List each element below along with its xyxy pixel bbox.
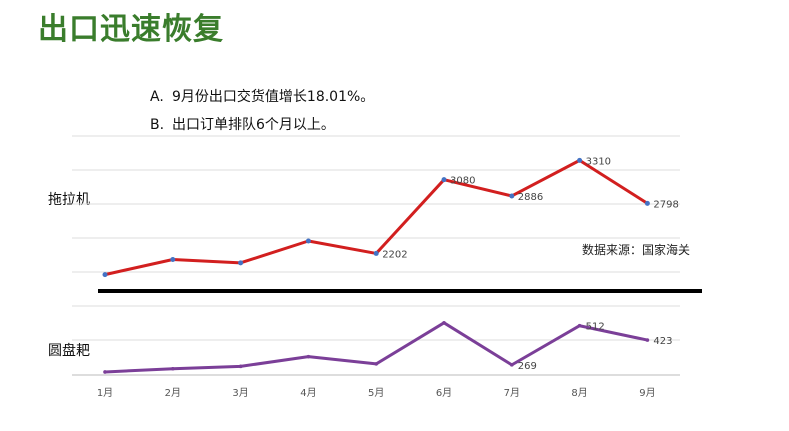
data-point <box>442 321 446 325</box>
data-point <box>102 272 108 278</box>
x-axis-ticks: 1月 2月 3月 4月 5月 6月 7月 8月 9月 <box>97 387 656 399</box>
data-point <box>238 364 243 369</box>
data-point <box>509 193 515 199</box>
data-point <box>441 177 447 183</box>
data-point <box>171 366 175 371</box>
data-point <box>305 238 311 244</box>
data-label: 2202 <box>382 249 407 260</box>
bullet-marker: A. <box>150 89 164 105</box>
data-point <box>374 362 379 366</box>
x-tick-label: 2月 <box>165 387 181 399</box>
data-point <box>644 200 650 206</box>
x-tick-label: 8月 <box>571 387 587 399</box>
data-point <box>373 250 379 256</box>
data-label: 269 <box>518 361 537 372</box>
x-tick-label: 5月 <box>368 387 384 399</box>
data-point <box>645 338 650 342</box>
bullet-text: 出口订单排队6个月以上。 <box>172 117 335 133</box>
series-layer: 2202 3080 2886 3310 2798 269 512 423 <box>102 156 679 374</box>
bullet-list: A. 9月份出口交货值增长18.01%。 B. 出口订单排队6个月以上。 <box>150 86 374 142</box>
bullet-item: B. 出口订单排队6个月以上。 <box>150 114 374 142</box>
data-label: 3310 <box>586 156 611 167</box>
data-label: 423 <box>653 336 672 347</box>
data-point <box>306 354 311 359</box>
x-tick-label: 7月 <box>504 387 520 399</box>
gridlines <box>72 135 680 376</box>
data-point <box>510 363 514 367</box>
data-label: 3080 <box>450 176 475 187</box>
bullet-text: 9月份出口交货值增长18.01%。 <box>172 89 375 105</box>
data-label: 2886 <box>518 192 543 203</box>
data-label: 2798 <box>653 199 678 210</box>
x-tick-label: 9月 <box>639 387 655 399</box>
bullet-marker: B. <box>150 117 165 133</box>
data-point <box>170 256 176 262</box>
row-label-disc-harrow: 圆盘耙 <box>48 343 90 359</box>
x-tick-label: 6月 <box>436 387 452 399</box>
x-tick-label: 4月 <box>300 387 316 399</box>
data-point <box>577 157 583 163</box>
data-point <box>238 260 244 266</box>
bullet-item: A. 9月份出口交货值增长18.01%。 <box>150 86 374 114</box>
page-title: 出口迅速恢复 <box>38 12 224 47</box>
series-line <box>104 158 649 277</box>
data-source-note: 数据来源：国家海关 <box>582 243 691 257</box>
data-point <box>577 323 582 328</box>
x-tick-label: 1月 <box>97 387 113 399</box>
data-point <box>103 370 107 374</box>
data-label: 512 <box>586 322 605 333</box>
x-tick-label: 3月 <box>232 387 248 399</box>
